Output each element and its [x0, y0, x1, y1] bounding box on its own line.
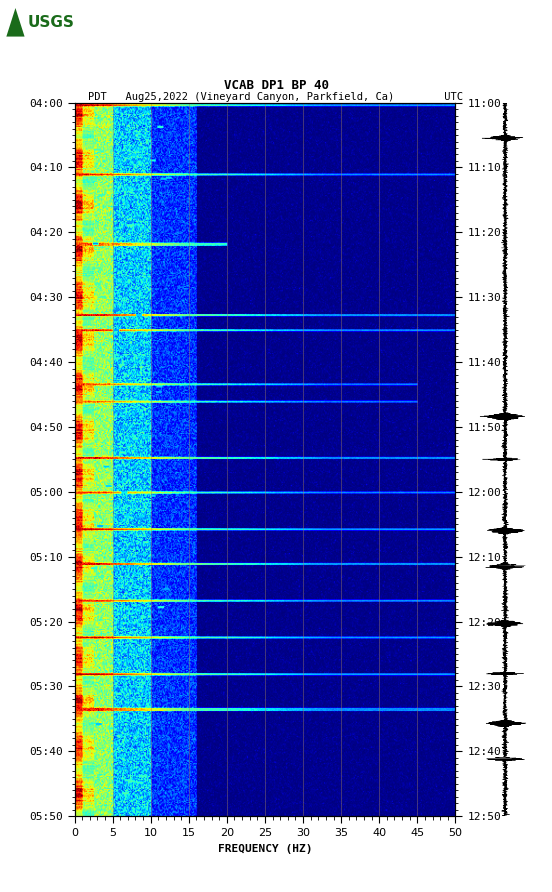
- Polygon shape: [7, 8, 25, 37]
- X-axis label: FREQUENCY (HZ): FREQUENCY (HZ): [217, 844, 312, 854]
- Text: USGS: USGS: [28, 15, 75, 29]
- Text: VCAB DP1 BP 40: VCAB DP1 BP 40: [224, 78, 328, 92]
- Text: PDT   Aug25,2022 (Vineyard Canyon, Parkfield, Ca)        UTC: PDT Aug25,2022 (Vineyard Canyon, Parkfie…: [88, 92, 464, 102]
